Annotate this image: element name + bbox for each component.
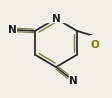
- Text: O: O: [90, 40, 99, 50]
- Text: N: N: [69, 76, 78, 86]
- Text: N: N: [8, 25, 17, 35]
- Text: N: N: [52, 14, 60, 24]
